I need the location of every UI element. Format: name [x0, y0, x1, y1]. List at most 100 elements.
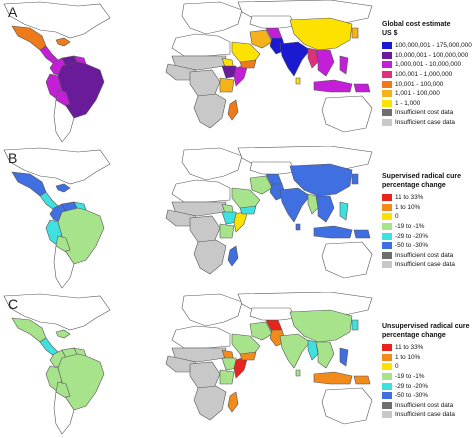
legend-label: Insufficient case data — [395, 261, 455, 269]
region-madagascar — [227, 391, 239, 413]
legend-label: 1 - 1,000 — [395, 99, 421, 107]
region-north-africa — [171, 325, 231, 349]
region-philippines — [339, 55, 349, 75]
legend-item: -19 to -1% — [382, 222, 474, 232]
region-korea — [351, 27, 359, 39]
region-indonesia — [313, 225, 353, 239]
region-yemen — [239, 59, 257, 69]
legend-item: 11 to 33% — [382, 343, 474, 353]
region-india — [279, 41, 311, 77]
legend-title: Unsupervised radical cure percentage chan… — [382, 322, 474, 340]
legend-swatch — [382, 411, 392, 419]
region-indonesia — [313, 79, 353, 93]
legend-label: -19 to -1% — [395, 223, 425, 231]
legend-title-line: Supervised radical cure — [382, 173, 461, 180]
region-australia — [321, 387, 373, 425]
legend-swatch — [382, 401, 392, 409]
legend-item: Insufficient cost data — [382, 108, 474, 118]
region-india — [279, 187, 311, 223]
legend-label: 0 — [395, 213, 399, 221]
region-caribbean — [55, 37, 71, 47]
legend-label: Insufficient case data — [395, 411, 455, 419]
region-central-africa — [189, 215, 221, 243]
world-map — [3, 292, 373, 435]
legend-label: 11 to 33% — [395, 194, 424, 202]
region-china — [289, 163, 353, 197]
region-madagascar — [227, 99, 239, 121]
legend-item: -50 to -30% — [382, 241, 474, 251]
legend-swatch — [382, 373, 392, 381]
legend-item: Insufficient case data — [382, 118, 474, 128]
region-png — [353, 83, 371, 93]
legend-label: 0 — [395, 363, 399, 371]
region-philippines — [339, 347, 349, 367]
legend-item: 10,001 - 100,000 — [382, 79, 474, 89]
legend-label: 1 to 10% — [395, 353, 421, 361]
legend-label: -50 to -30% — [395, 242, 429, 250]
panel-a: A Global cost estimate US $ 100,000,001 - 1… — [0, 0, 474, 146]
legend-label: 100,001 - 1,000,000 — [395, 71, 453, 79]
legend-swatch — [382, 61, 392, 69]
region-north-america — [3, 147, 111, 185]
region-myanmar — [307, 339, 319, 361]
legend-title: Global cost estimate US $ — [382, 20, 474, 38]
region-indonesia — [313, 371, 353, 385]
world-map — [3, 146, 373, 289]
legend-swatch — [382, 251, 392, 259]
region-yemen — [239, 351, 257, 361]
legend-swatch — [382, 203, 392, 211]
legend-label: 10,000,001 - 100,000,000 — [395, 51, 469, 59]
legend-label: Insufficient case data — [395, 119, 455, 127]
legend-swatch — [382, 392, 392, 400]
legend-label: Insufficient cost data — [395, 401, 454, 409]
legend-swatch — [382, 42, 392, 50]
region-southern-africa — [193, 239, 227, 275]
legend-item: Insufficient cost data — [382, 251, 474, 261]
region-myanmar — [307, 193, 319, 215]
legend-label: 1,000,001 - 10,000,000 — [395, 61, 462, 69]
region-north-america — [3, 293, 111, 331]
legend-swatch — [382, 90, 392, 98]
legend-title-line: percentage change — [382, 332, 446, 339]
region-iran — [249, 321, 273, 341]
region-australia — [321, 95, 373, 133]
region-yemen — [239, 205, 257, 215]
panel-letter: B — [8, 150, 18, 166]
legend-swatch — [382, 353, 392, 361]
region-china — [289, 309, 353, 343]
legend-swatch — [382, 213, 392, 221]
region-mainland-se-asia — [315, 195, 335, 223]
legend-label: Insufficient cost data — [395, 109, 454, 117]
legend-item: 1,001 - 100,000 — [382, 89, 474, 99]
legend-label: 10,001 - 100,000 — [395, 80, 444, 88]
legend-label: 1,001 - 100,000 — [395, 90, 440, 98]
region-caribbean — [55, 183, 71, 193]
region-iran — [249, 29, 273, 49]
legend-swatch — [382, 99, 392, 107]
region-central-asia — [249, 161, 297, 175]
map-legend: Unsupervised radical cure percentage chan… — [382, 322, 474, 420]
region-europe — [181, 147, 243, 181]
legend-swatch — [382, 363, 392, 371]
map-legend: Global cost estimate US $ 100,000,001 - 17… — [382, 20, 474, 127]
legend-item: -29 to -20% — [382, 231, 474, 241]
world-map — [3, 0, 373, 143]
region-sri-lanka — [295, 369, 301, 377]
legend-title: Supervised radical cure percentage change — [382, 172, 474, 190]
region-kenya — [219, 369, 235, 385]
region-europe — [181, 293, 243, 327]
panel-letter: A — [8, 4, 18, 20]
region-central-africa — [189, 361, 221, 389]
legend-swatch — [382, 261, 392, 269]
region-kenya — [219, 77, 235, 93]
legend-swatch — [382, 119, 392, 127]
legend-label: 1 to 10% — [395, 203, 421, 211]
legend-label: -29 to -20% — [395, 382, 429, 390]
legend-swatch — [382, 71, 392, 79]
legend-label: -50 to -30% — [395, 392, 429, 400]
legend-item: 1 - 1,000 — [382, 99, 474, 109]
legend-item: -29 to -20% — [382, 381, 474, 391]
legend-swatch — [382, 223, 392, 231]
region-korea — [351, 319, 359, 331]
region-south-cone — [53, 391, 75, 435]
